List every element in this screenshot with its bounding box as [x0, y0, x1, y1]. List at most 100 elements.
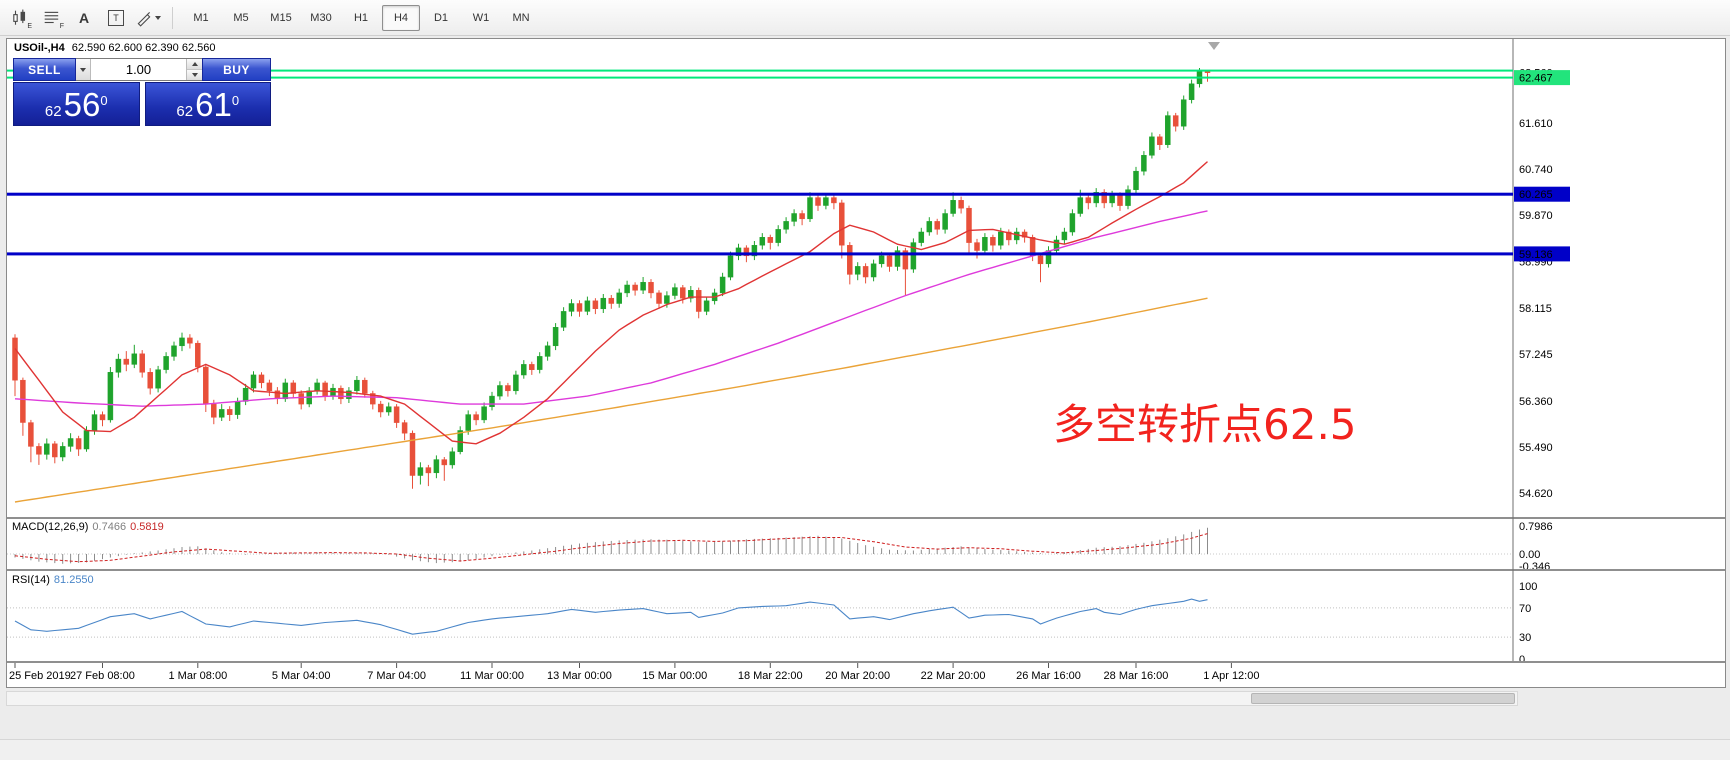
text-tool-button[interactable]: A	[68, 4, 100, 32]
list-grid-button[interactable]: F	[36, 4, 68, 32]
svg-text:0: 0	[1519, 654, 1525, 666]
sell-price-big: 56	[63, 86, 101, 123]
svg-text:0.00: 0.00	[1519, 549, 1540, 561]
toolbar-separator	[172, 6, 173, 29]
svg-text:1 Mar 08:00: 1 Mar 08:00	[168, 670, 227, 682]
chart-symbol-label: USOil-,H4	[14, 42, 65, 54]
chart-style-button[interactable]: E	[4, 4, 36, 32]
volume-box: 1.00	[76, 58, 202, 81]
sell-price-display[interactable]: 62 56 0	[13, 82, 140, 126]
chart-shift-marker	[1208, 42, 1220, 50]
svg-text:0.7986: 0.7986	[1519, 521, 1553, 533]
draw-tool-dropdown-icon[interactable]	[155, 15, 161, 20]
timeframe-mn[interactable]: MN	[512, 11, 530, 24]
horizontal-lines	[7, 69, 1513, 256]
stepper-down-icon	[191, 73, 198, 77]
draw-tool-icon	[137, 11, 151, 27]
svg-text:54.620: 54.620	[1519, 488, 1553, 500]
one-click-trading-panel: SELL 1.00 BUY 62 56 0 62 61 0	[13, 58, 271, 126]
chart-annotation: 多空转折点62.5	[1053, 400, 1357, 449]
timeframe-d1[interactable]: D1	[433, 11, 449, 24]
chart-window[interactable]: 62.56061.61060.74059.87058.99058.11557.2…	[6, 38, 1726, 688]
scrollbar-thumb[interactable]	[1251, 693, 1515, 704]
bottom-area	[0, 688, 1730, 760]
timeframe-w1[interactable]: W1	[472, 11, 490, 24]
svg-text:7 Mar 04:00: 7 Mar 04:00	[367, 670, 426, 682]
toolbar: E F A T M1 M5 M15 M30 H1 H4 D1 W1 MN	[0, 0, 1730, 36]
text-tool-icon: A	[78, 9, 90, 26]
chart-style-icon	[13, 9, 26, 25]
macd-value-signal: 0.5819	[130, 521, 164, 533]
time-axis: 25 Feb 2019 27 Feb 08:00 1 Mar 08:00 5 Mar …	[9, 663, 1259, 682]
macd-label: MACD(12,26,9) 0.7466 0.5819	[12, 521, 164, 533]
axis-price-tags: 62.467 60.265 59.136	[1514, 70, 1570, 262]
svg-text:59.136: 59.136	[1519, 249, 1553, 261]
buy-button[interactable]: BUY	[202, 58, 271, 81]
candles-series	[12, 68, 1211, 489]
rsi-value: 81.2550	[53, 574, 94, 586]
svg-text:5 Mar 04:00: 5 Mar 04:00	[272, 670, 331, 682]
volume-stepper-up[interactable]	[187, 59, 202, 70]
svg-text:60.740: 60.740	[1519, 164, 1553, 176]
svg-text:18 Mar 22:00: 18 Mar 22:00	[738, 670, 803, 682]
svg-text:13 Mar 00:00: 13 Mar 00:00	[547, 670, 612, 682]
svg-text:26 Mar 16:00: 26 Mar 16:00	[1016, 670, 1081, 682]
svg-text:27 Feb 08:00: 27 Feb 08:00	[70, 670, 135, 682]
volume-input[interactable]: 1.00	[125, 62, 152, 77]
svg-text:62.467: 62.467	[1519, 73, 1553, 85]
timeframe-m15[interactable]: M15	[270, 11, 292, 24]
svg-text:61.610: 61.610	[1519, 118, 1553, 130]
list-grid-icon	[44, 11, 59, 23]
moving-averages	[14, 161, 1208, 503]
macd-name: MACD(12,26,9)	[12, 521, 89, 533]
svg-text:60.265: 60.265	[1519, 189, 1553, 201]
list-grid-sub-label: F	[59, 22, 64, 30]
sell-button[interactable]: SELL	[13, 58, 76, 81]
svg-text:1 Apr 12:00: 1 Apr 12:00	[1203, 670, 1259, 682]
svg-text:59.870: 59.870	[1519, 210, 1553, 222]
svg-text:11 Mar 00:00: 11 Mar 00:00	[460, 670, 524, 682]
svg-text:55.490: 55.490	[1519, 442, 1553, 454]
textbox-tool-icon: T	[108, 9, 124, 26]
volume-stepper-down[interactable]	[187, 70, 202, 80]
svg-text:57.245: 57.245	[1519, 349, 1553, 361]
svg-text:56.360: 56.360	[1519, 396, 1553, 408]
rsi-name: RSI(14)	[12, 574, 50, 586]
price-axis-labels: 62.56061.61060.74059.87058.99058.11557.2…	[1519, 68, 1553, 500]
svg-text:15 Mar 00:00: 15 Mar 00:00	[642, 670, 707, 682]
stepper-up-icon	[191, 62, 198, 66]
horizontal-scrollbar[interactable]	[6, 691, 1518, 706]
rsi-label: RSI(14) 81.2550	[12, 574, 94, 586]
timeframe-m1[interactable]: M1	[193, 11, 209, 24]
textbox-tool-button[interactable]: T	[100, 4, 132, 32]
svg-text:100: 100	[1519, 581, 1537, 593]
sell-price-sup: 0	[100, 93, 108, 108]
svg-text:22 Mar 20:00: 22 Mar 20:00	[921, 670, 986, 682]
svg-text:58.115: 58.115	[1519, 303, 1552, 315]
svg-text:70: 70	[1519, 603, 1531, 615]
chart-title: USOil-,H4 62.590 62.600 62.390 62.560	[14, 42, 215, 54]
buy-price-big: 61	[195, 86, 232, 123]
volume-stepper	[186, 59, 202, 80]
chart-canvas[interactable]: 62.56061.61060.74059.87058.99058.11557.2…	[7, 39, 1725, 687]
volume-dropdown-button[interactable]	[76, 59, 91, 80]
status-bar	[0, 739, 1730, 760]
pane-separators	[7, 39, 1725, 663]
svg-text:30: 30	[1519, 632, 1531, 644]
sell-price-prefix: 62	[44, 103, 62, 120]
timeframe-m5[interactable]: M5	[233, 11, 249, 24]
timeframe-h4[interactable]: H4	[382, 4, 420, 31]
macd-value-main: 0.7466	[92, 521, 127, 533]
buy-price-sup: 0	[231, 93, 240, 108]
svg-text:20 Mar 20:00: 20 Mar 20:00	[825, 670, 890, 682]
draw-tool-button[interactable]	[132, 4, 164, 32]
chart-style-sub-label: E	[27, 22, 32, 30]
textbox-tool-letter: T	[113, 12, 119, 23]
timeframe-h1[interactable]: H1	[353, 11, 369, 24]
svg-text:28 Mar 16:00: 28 Mar 16:00	[1104, 670, 1169, 682]
timeframe-m30[interactable]: M30	[310, 11, 332, 24]
chart-ohlc-values: 62.590 62.600 62.390 62.560	[71, 42, 216, 54]
buy-price-display[interactable]: 62 61 0	[144, 82, 271, 126]
svg-text:-0.346: -0.346	[1519, 561, 1550, 573]
buy-price-prefix: 62	[176, 103, 194, 120]
